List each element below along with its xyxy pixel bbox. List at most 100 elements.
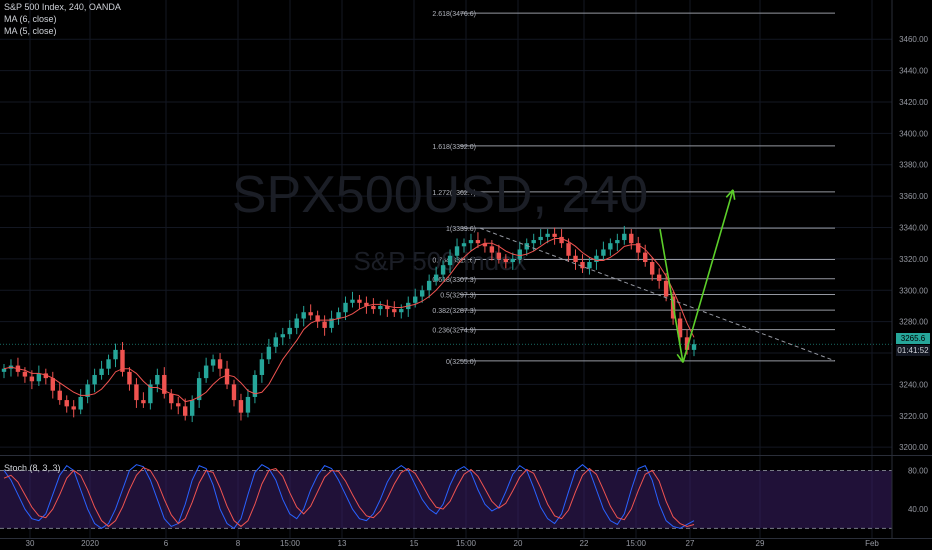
fib-level-label: 0.382(3287.3): [432, 308, 476, 315]
candle-body: [615, 240, 620, 244]
fib-level-label: 1.272(3362.7): [432, 190, 476, 197]
candlestick-series: [1, 225, 697, 423]
legend-ma5[interactable]: MA (5, close): [4, 26, 57, 36]
moving-average-lines: [3, 237, 695, 403]
candle-body: [210, 359, 216, 366]
candle-body: [364, 302, 369, 306]
candle-body: [287, 327, 292, 335]
candle-body: [280, 334, 285, 338]
candle-body: [134, 384, 139, 401]
candle-body: [524, 243, 529, 250]
candle-body: [162, 374, 167, 394]
candle-body: [566, 243, 571, 256]
candle-body: [322, 321, 327, 328]
countdown-tag: 01:41:52: [896, 345, 930, 356]
current-price-tag: 3265.6: [896, 333, 930, 344]
y-tick-label: 3380.00: [899, 161, 928, 170]
x-tick-label: 20: [514, 539, 523, 548]
candle-body: [329, 318, 334, 328]
candle-body: [496, 252, 502, 259]
fib-level-label: 0.618(3307.3): [432, 277, 476, 284]
fib-level-label: 0.764(3319.6): [432, 258, 476, 265]
ma-line: [3, 237, 695, 403]
candle-body: [85, 384, 90, 397]
candle-body: [552, 233, 557, 237]
fibonacci-retracement: 0(3255.0) 0.236(3274.9) 0.382(3287.3) 0.5(3…: [432, 11, 835, 366]
candle-body: [489, 246, 495, 253]
candle-body: [468, 240, 474, 244]
fib-level-label: 1(3339.6): [446, 226, 476, 233]
candle-body: [141, 400, 146, 404]
candle-body: [580, 262, 585, 269]
candle-body: [183, 406, 188, 416]
candle-body: [538, 236, 543, 241]
legend-stoch[interactable]: Stoch (8, 3, 3): [4, 463, 61, 473]
candle-body: [92, 374, 97, 385]
candle-body: [426, 280, 432, 291]
candle-body: [120, 349, 125, 372]
y-tick-label: 3200.00: [899, 443, 928, 452]
arrow-up-head: [732, 189, 736, 200]
candle-body: [378, 305, 383, 310]
candle-body: [608, 243, 613, 250]
candle-body: [629, 233, 634, 244]
x-tick-label: 8: [236, 539, 241, 548]
x-tick-label: 15:00: [626, 539, 647, 548]
candle-body: [433, 274, 439, 281]
legend-symbol[interactable]: S&P 500 Index, 240, OANDA: [4, 2, 121, 12]
arrow-down-head: [676, 353, 684, 363]
x-tick-label: 15:00: [456, 539, 477, 548]
candle-body: [663, 280, 669, 297]
candle-body: [245, 396, 251, 413]
candle-body: [1, 368, 7, 372]
candle-body: [677, 318, 683, 338]
candle-body: [419, 290, 425, 297]
y-tick-label: 3400.00: [899, 129, 928, 138]
candle-body: [99, 368, 104, 375]
fib-level-label: 2.618(3476.6): [432, 11, 476, 18]
candle-body: [371, 305, 376, 310]
candle-body: [127, 371, 132, 385]
stoch-tick-label: 40.00: [908, 505, 929, 514]
candle-body: [336, 312, 341, 319]
drawing-annotations: [0, 189, 892, 363]
candle-body: [691, 344, 697, 350]
candle-body: [106, 359, 111, 369]
candle-body: [413, 296, 418, 303]
candle-body: [559, 236, 564, 244]
x-tick-label: 27: [686, 539, 695, 548]
candle-body: [238, 400, 244, 413]
y-tick-label: 3320.00: [899, 255, 928, 264]
x-tick-label: 22: [580, 539, 589, 548]
candle-body: [573, 255, 578, 263]
y-tick-label: 3420.00: [899, 98, 928, 107]
x-tick-label: 13: [338, 539, 347, 548]
legend-ma6[interactable]: MA (6, close): [4, 14, 57, 24]
x-tick-label: 29: [756, 539, 765, 548]
fib-level-label: 0(3255.0): [446, 359, 476, 366]
x-tick-label: 2020: [81, 539, 99, 548]
candle-body: [273, 337, 279, 347]
candle-body: [399, 309, 404, 313]
x-tick-label: 6: [164, 539, 169, 548]
y-tick-label: 3360.00: [899, 192, 928, 201]
candle-body: [350, 299, 355, 303]
candle-body: [22, 371, 28, 377]
candle-body: [594, 255, 599, 263]
candle-body: [148, 384, 153, 404]
y-tick-label: 3220.00: [899, 412, 928, 421]
candle-body: [636, 243, 641, 253]
candle-body: [196, 378, 202, 401]
stochastic-lines: [3, 464, 695, 530]
candle-body: [308, 312, 313, 316]
stoch-d-line: [3, 466, 695, 528]
y-tick-label: 3280.00: [899, 318, 928, 327]
candle-body: [43, 373, 49, 379]
candle-body: [392, 309, 397, 313]
symbol-watermark: SPX500USD, 240 S&P 500 Index: [232, 166, 648, 276]
arrow-up-head: [725, 189, 734, 198]
candle-body: [29, 376, 35, 382]
candle-body: [57, 390, 62, 401]
